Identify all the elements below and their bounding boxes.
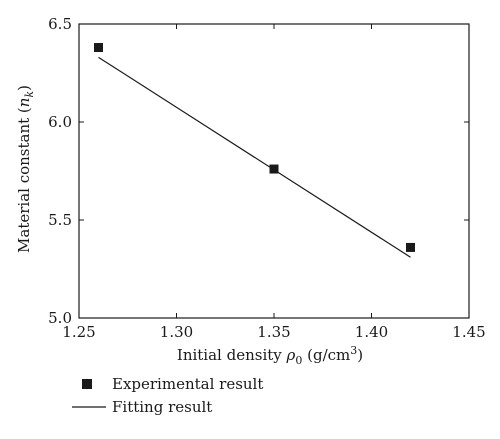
x-tick-label: 1.40 xyxy=(355,323,388,341)
x-tick-label: 1.25 xyxy=(62,323,95,341)
y-axis-label: Material constant (nk) xyxy=(15,85,36,253)
experimental-point xyxy=(406,242,415,252)
y-tick-label: 6.0 xyxy=(48,113,72,131)
y-tick-label: 6.5 xyxy=(48,15,72,33)
data-series xyxy=(94,43,415,258)
experimental-point xyxy=(269,164,279,174)
legend: Experimental result Fitting result xyxy=(72,375,263,416)
experimental-point xyxy=(94,43,103,53)
y-tick-label: 5.5 xyxy=(48,211,72,229)
x-axis-label: Initial density ρ0 (g/cm3) xyxy=(177,344,363,367)
legend-label-fitting: Fitting result xyxy=(112,398,212,416)
fitting-result-line xyxy=(98,56,411,258)
x-tick-label: 1.30 xyxy=(160,323,193,341)
y-tick-label: 5.0 xyxy=(48,309,72,327)
axis-ticks: 1.25 1.30 1.35 1.40 1.45 5.0 5.5 6.0 6.5 xyxy=(48,15,486,341)
x-tick-label: 1.45 xyxy=(452,323,485,341)
x-tick-label: 1.35 xyxy=(257,323,290,341)
legend-marker-experimental xyxy=(82,379,92,389)
legend-label-experimental: Experimental result xyxy=(112,375,263,393)
